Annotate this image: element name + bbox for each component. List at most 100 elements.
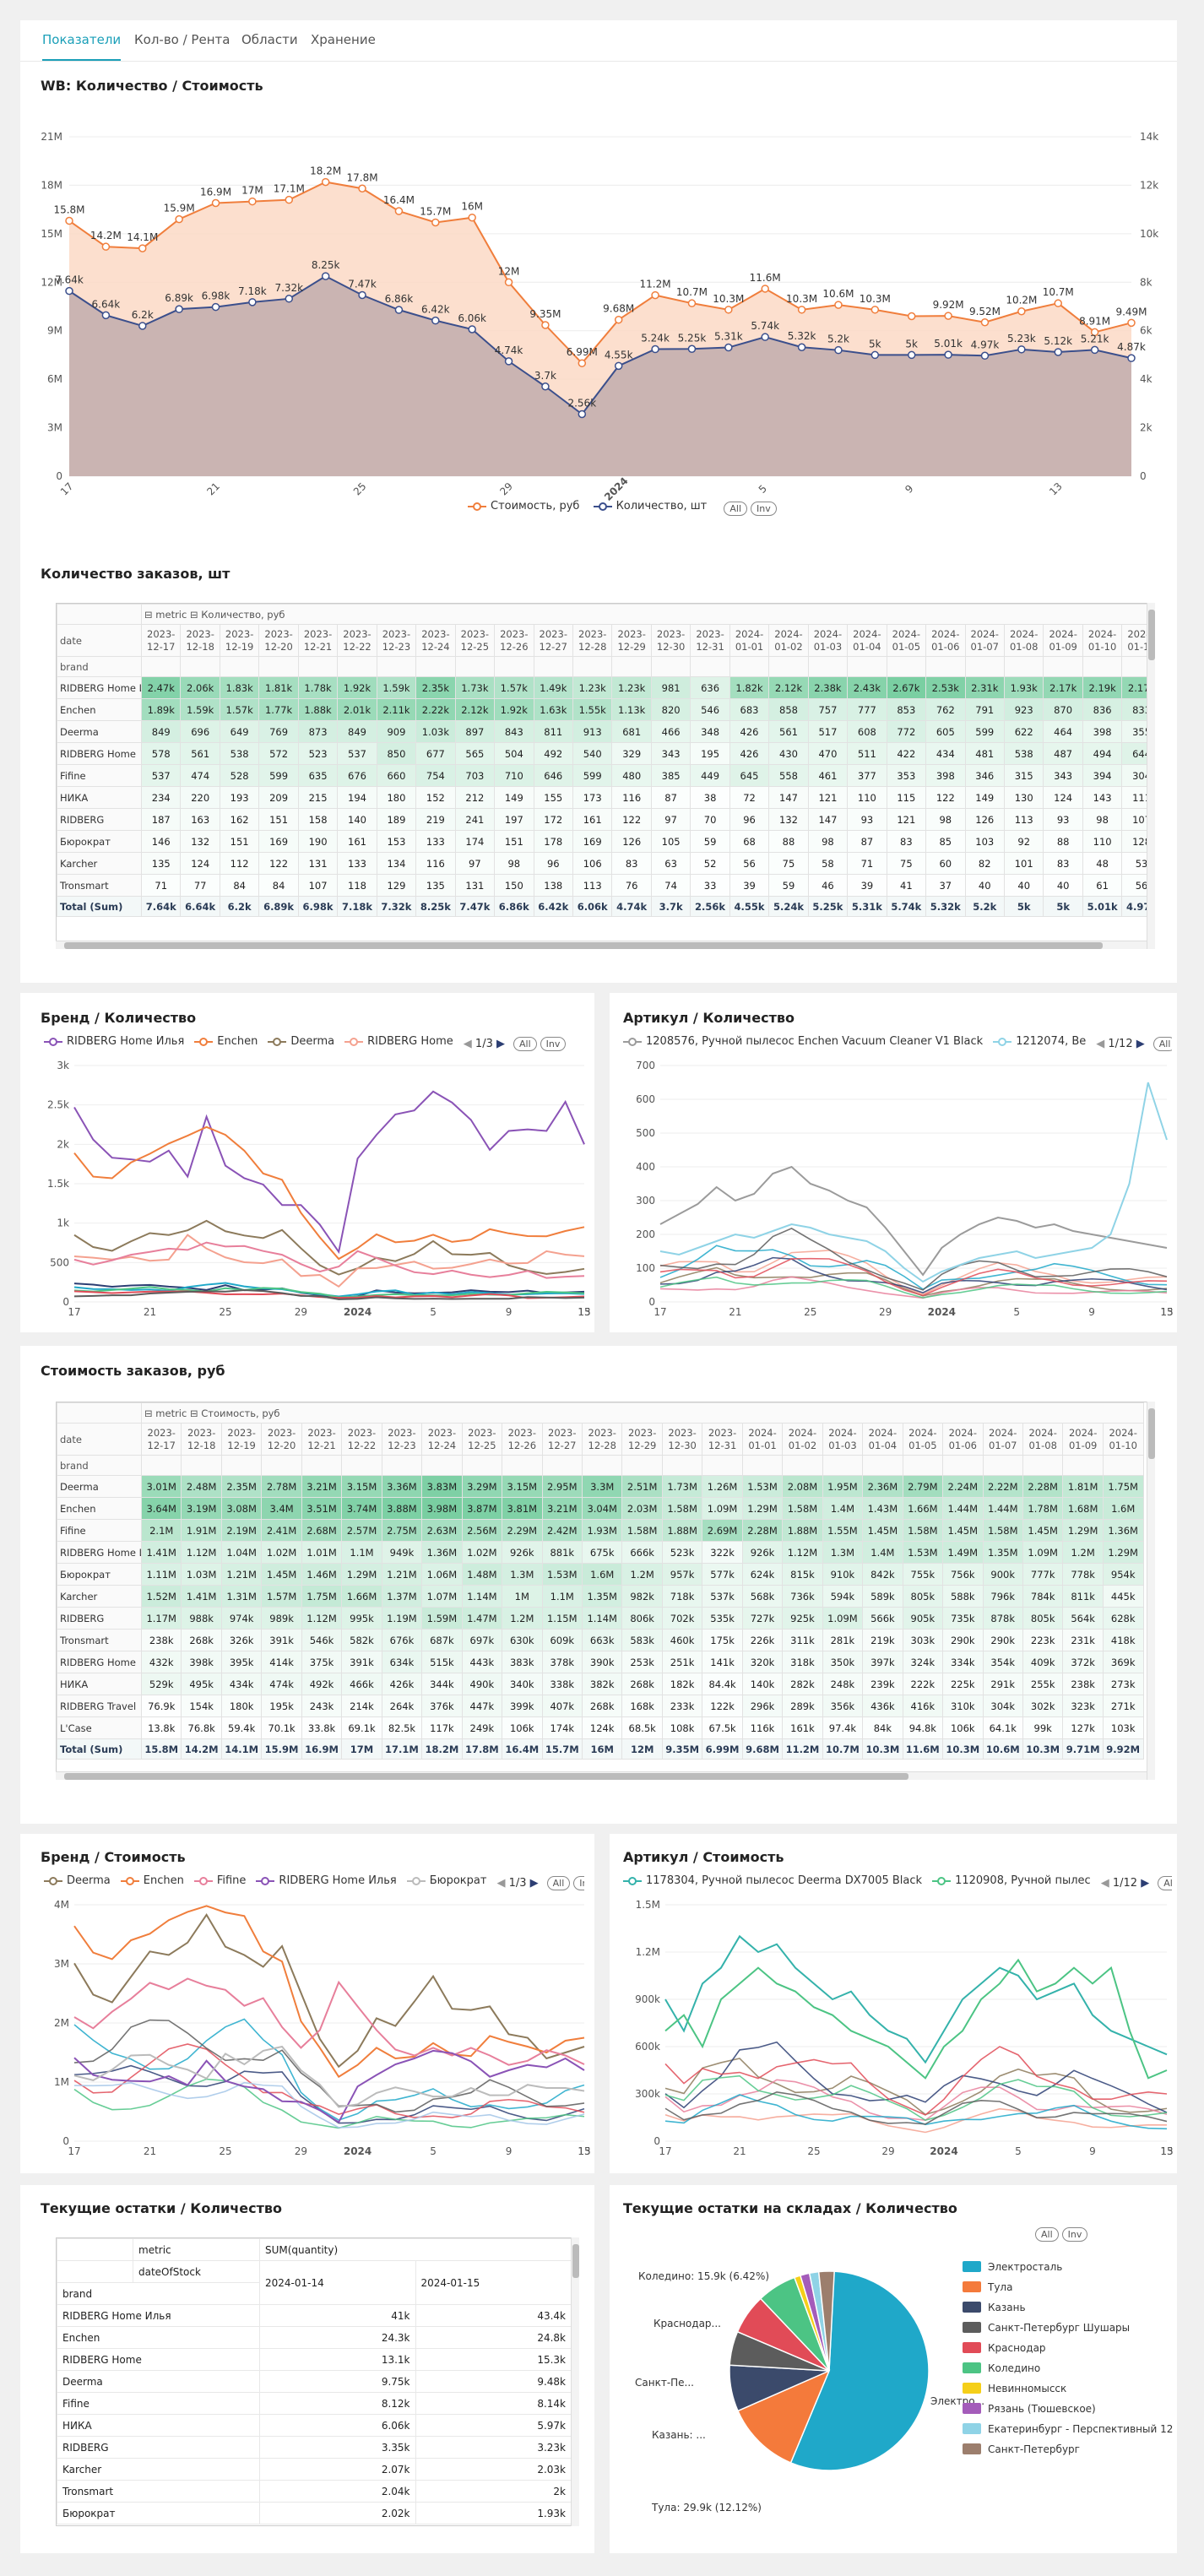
pivot-date-header[interactable]: 2023- 12-24 [421, 1423, 463, 1456]
legend-inv-button[interactable]: Inv [573, 1875, 584, 1890]
cost-table-vscroll-thumb[interactable] [1148, 1408, 1155, 1459]
legend-prev-icon[interactable]: ◀ [463, 1037, 472, 1050]
pivot-date-header[interactable]: 2023- 12-31 [702, 1423, 743, 1456]
pivot-date-header[interactable]: 2023- 12-23 [376, 624, 417, 657]
pivot-date-header[interactable]: 2023- 12-17 [140, 1423, 182, 1456]
pivot-row-header[interactable]: Deerma [57, 720, 142, 743]
pivot-row-header[interactable]: Karcher [57, 1585, 142, 1608]
legend-next-icon[interactable]: ▶ [529, 1876, 539, 1890]
pivot-date-header[interactable]: 2024- 01-03 [822, 1423, 864, 1456]
cost-table-hscroll-thumb[interactable] [64, 1773, 908, 1780]
pivot-date-header[interactable]: 2023- 12-28 [572, 624, 613, 657]
pivot-date-header[interactable]: 2023- 12-28 [581, 1423, 623, 1456]
pivot-date-header[interactable]: 2023- 12-31 [690, 624, 730, 657]
qty-table-vscroll-thumb[interactable] [1148, 610, 1155, 660]
pivot-date-header[interactable]: 2024- 01-07 [982, 1423, 1023, 1456]
pivot-row-header[interactable]: L'Case [57, 1716, 142, 1739]
legend-prev-icon[interactable]: ◀ [496, 1876, 506, 1890]
cost-table-hscroll[interactable] [56, 1771, 1147, 1780]
tab-qty-rent[interactable]: Кол-во / Рента [134, 32, 230, 47]
pivot-row-header[interactable]: Fifine [57, 1519, 142, 1542]
legend-inv-button[interactable]: Inv [751, 501, 777, 516]
pivot-row-header[interactable]: RIDBERG [57, 1607, 142, 1630]
stock-table-vscroll-thumb[interactable] [572, 2244, 579, 2278]
pivot-date-header[interactable]: 2024- 01-10 [1082, 624, 1123, 657]
pivot-date-header[interactable]: 2023- 12-22 [341, 1423, 382, 1456]
pivot-date-header[interactable]: 2023- 12-30 [661, 1423, 703, 1456]
pivot-date-header[interactable]: 2024- 01-05 [886, 624, 927, 657]
pivot-row-header[interactable]: Fifine [57, 764, 142, 787]
pivot-date-header[interactable]: 2023- 12-27 [533, 624, 573, 657]
pivot-row-header[interactable]: Karcher [57, 852, 142, 875]
tab-regions[interactable]: Области [241, 32, 298, 47]
pivot-date-header[interactable]: 2024- 01-06 [942, 1423, 984, 1456]
pivot-row-header[interactable]: RIDBERG Home Илья [57, 676, 142, 699]
legend-item[interactable]: 1208576, Ручной пылесос Enchen Vacuum Cl… [623, 1035, 983, 1048]
pivot-date-header[interactable]: 2023- 12-26 [494, 624, 534, 657]
pivot-row-header[interactable]: RIDBERG Travel [57, 1695, 142, 1717]
legend-next-icon[interactable]: ▶ [1136, 1037, 1145, 1050]
legend-item[interactable]: Deerma [44, 1874, 111, 1887]
pivot-date-header[interactable]: 2023- 12-21 [297, 624, 339, 657]
pivot-metric-header[interactable]: ⊟ metric ⊟ Количество, руб [141, 604, 1152, 625]
legend-next-icon[interactable]: ▶ [1141, 1876, 1150, 1890]
pivot-row-header[interactable]: Бюрократ [57, 1563, 142, 1586]
warehouse-inv-button[interactable]: Inv [1061, 2227, 1088, 2242]
pivot-date-header[interactable]: 2023- 12-29 [611, 624, 652, 657]
pivot-date-header[interactable]: 2024- 01-09 [1043, 624, 1083, 657]
pivot-row-header[interactable]: Enchen [57, 698, 142, 721]
legend-item[interactable]: RIDBERG Home Илья [44, 1035, 184, 1048]
pivot-row-header[interactable]: Бюрократ [57, 830, 142, 853]
legend-item[interactable]: 1120908, Ручной пылес [932, 1874, 1091, 1887]
pivot-row-header[interactable]: RIDBERG Home [57, 1651, 142, 1673]
pivot-row-header[interactable]: RIDBERG Home Илья [57, 1541, 142, 1564]
qty-table-vscroll[interactable] [1147, 603, 1155, 949]
legend-item[interactable]: RIDBERG Home [344, 1035, 453, 1048]
pivot-date-header[interactable]: 2024- 01-03 [807, 624, 849, 657]
pivot-date-header[interactable]: 2023- 12-24 [415, 624, 456, 657]
pivot-date-header[interactable]: 2023- 12-30 [650, 624, 691, 657]
pivot-row-header[interactable]: НИКА [57, 1673, 142, 1695]
legend-next-icon[interactable]: ▶ [496, 1037, 505, 1050]
pivot-date-header[interactable]: 2024- 01-05 [902, 1423, 944, 1456]
pivot-date-header[interactable]: 2024- 01-08 [1003, 624, 1044, 657]
pivot-date-header[interactable]: 2023- 12-19 [220, 1423, 263, 1456]
legend-prev-icon[interactable]: ◀ [1096, 1037, 1105, 1050]
pivot-date-header[interactable]: 2024- 01-09 [1062, 1423, 1104, 1456]
pivot-row-header[interactable]: Enchen [57, 1497, 142, 1520]
pivot-date-header[interactable]: 2024- 01-07 [964, 624, 1005, 657]
pivot-row-header[interactable]: НИКА [57, 786, 142, 809]
legend-item[interactable]: 1178304, Ручной пылесос Deerma DX7005 Bl… [623, 1874, 922, 1887]
pivot-date-header[interactable]: 2023- 12-20 [261, 1423, 302, 1456]
pivot-row-header[interactable]: RIDBERG Home [57, 742, 142, 765]
cost-table-vscroll[interactable] [1147, 1402, 1155, 1780]
pivot-row-header[interactable]: Tronsmart [57, 1629, 142, 1651]
stock-table-vscroll[interactable] [571, 2237, 579, 2526]
pivot-date-header[interactable]: 2023- 12-20 [258, 624, 299, 657]
pivot-date-header[interactable]: 2024- 01-01 [729, 624, 770, 657]
legend-item[interactable]: Deerma [268, 1035, 334, 1048]
legend-all-button[interactable]: All [724, 501, 748, 516]
legend-item[interactable]: 1212074, Ве [993, 1035, 1086, 1048]
pivot-row-header[interactable]: Deerma [57, 1475, 142, 1498]
pivot-date-header[interactable]: 2024- 01-04 [847, 624, 887, 657]
pivot-date-header[interactable]: 2023- 12-27 [541, 1423, 583, 1456]
pivot-date-header[interactable]: 2023- 12-25 [461, 1423, 503, 1456]
pivot-date-header[interactable]: 2024- 01-06 [925, 624, 966, 657]
pivot-metric-header[interactable]: ⊟ metric ⊟ Стоимость, руб [141, 1402, 1144, 1424]
legend-item[interactable]: RIDBERG Home Илья [256, 1874, 397, 1887]
pivot-date-header[interactable]: 2023- 12-19 [219, 624, 260, 657]
legend-all-button[interactable]: All [1158, 1875, 1172, 1890]
legend-inv-button[interactable]: Inv [540, 1036, 567, 1051]
legend-item[interactable]: Fifine [193, 1874, 246, 1887]
legend-item[interactable]: Enchen [120, 1874, 184, 1887]
pivot-date-header[interactable]: 2024- 01-10 [1102, 1423, 1144, 1456]
legend-prev-icon[interactable]: ◀ [1100, 1876, 1109, 1890]
tab-indicators[interactable]: Показатели [42, 32, 122, 61]
pivot-date-header[interactable]: 2023- 12-26 [502, 1423, 543, 1456]
pivot-date-header[interactable]: 2023- 12-18 [180, 624, 220, 657]
pivot-date-header[interactable]: 2023- 12-25 [454, 624, 496, 657]
tab-storage[interactable]: Хранение [311, 32, 376, 47]
pivot-date-header[interactable]: 2024- 01-04 [862, 1423, 903, 1456]
pivot-date-header[interactable]: 2023- 12-17 [140, 624, 182, 657]
